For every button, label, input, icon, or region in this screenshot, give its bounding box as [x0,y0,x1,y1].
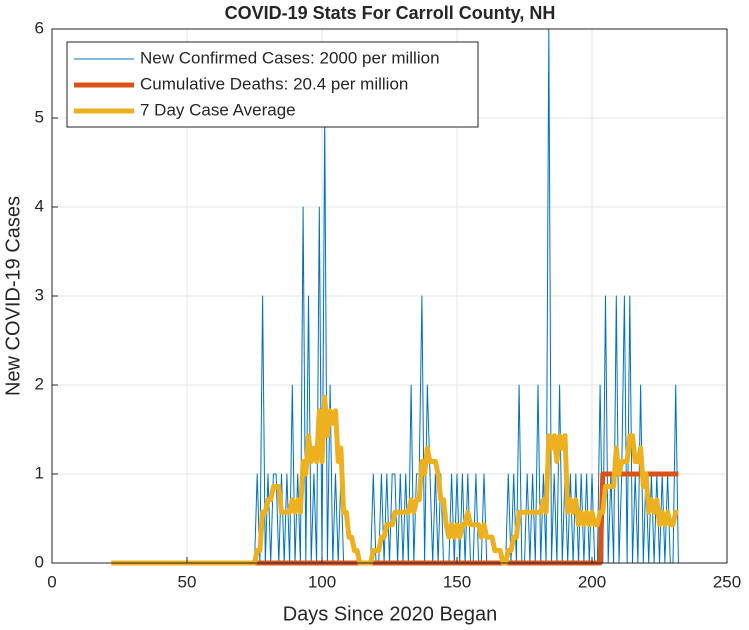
y-axis-label: New COVID-19 Cases [2,196,24,396]
y-tick-label: 2 [35,374,44,393]
legend: New Confirmed Cases: 2000 per million Cum… [66,41,479,128]
x-tick-label: 200 [578,572,606,591]
x-tick-label: 100 [308,572,336,591]
legend-label: Cumulative Deaths: 20.4 per million [140,74,408,93]
x-tick-label: 150 [443,572,471,591]
y-tick-label: 0 [35,552,44,571]
y-tick-label: 1 [35,463,44,482]
y-tick-label: 5 [35,107,44,126]
x-tick-label: 50 [178,572,197,591]
legend-box [66,41,479,128]
chart-title: COVID-19 Stats For Carroll County, NH [225,3,556,23]
x-axis-label: Days Since 2020 Began [283,603,498,625]
x-tick-label: 0 [47,572,56,591]
legend-label: New Confirmed Cases: 2000 per million [140,48,440,67]
legend-label: 7 Day Case Average [140,100,296,119]
y-tick-label: 3 [35,285,44,304]
x-tick-label: 250 [713,572,741,591]
y-tick-label: 6 [35,18,44,37]
y-tick-label: 4 [35,196,44,215]
ticks: 0 50 100 150 200 250 0 1 2 3 4 5 6 [35,18,742,591]
